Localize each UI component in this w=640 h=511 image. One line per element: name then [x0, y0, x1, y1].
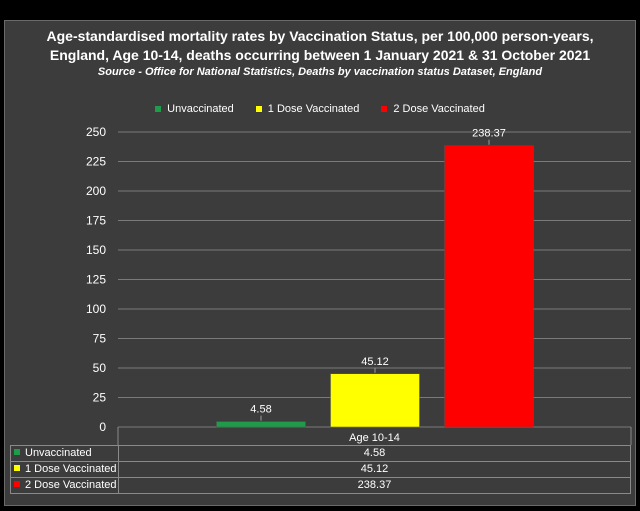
y-tick-label: 225 — [86, 155, 106, 169]
data-label: 45.12 — [361, 356, 389, 368]
bar — [216, 421, 306, 428]
data-table: Unvaccinated 4.58 1 Dose Vaccinated 45.1… — [10, 445, 631, 494]
y-tick-label: 75 — [93, 332, 107, 346]
y-tick-label: 25 — [93, 391, 107, 405]
bar — [444, 145, 534, 428]
legend-item-2-dose: 2 Dose Vaccinated — [381, 103, 485, 115]
legend-swatch — [255, 106, 262, 112]
legend-item-unvaccinated: Unvaccinated — [155, 103, 234, 115]
table-row-label-cell: Unvaccinated — [10, 445, 119, 462]
chart-legend: Unvaccinated 1 Dose Vaccinated 2 Dose Va… — [0, 103, 640, 115]
table-row-label-cell: 2 Dose Vaccinated — [10, 477, 119, 494]
table-swatch — [14, 481, 20, 488]
table-row: 1 Dose Vaccinated 45.12 — [10, 461, 631, 478]
legend-label: 2 Dose Vaccinated — [393, 103, 485, 115]
table-value: 45.12 — [118, 461, 631, 478]
table-row-label: 1 Dose Vaccinated — [25, 463, 117, 475]
y-tick-label: 100 — [86, 302, 106, 316]
y-tick-label: 0 — [99, 420, 106, 434]
chart-title-line-1: Age-standardised mortality rates by Vacc… — [46, 28, 594, 44]
table-value: 238.37 — [118, 477, 631, 494]
table-row: Unvaccinated 4.58 — [10, 445, 631, 462]
data-label: 238.37 — [472, 128, 506, 140]
data-label: 4.58 — [250, 404, 271, 416]
legend-label: Unvaccinated — [167, 103, 234, 115]
table-row-label: 2 Dose Vaccinated — [25, 479, 117, 491]
y-tick-label: 200 — [86, 184, 106, 198]
x-category-label: Age 10-14 — [349, 432, 400, 444]
table-row-label-cell: 1 Dose Vaccinated — [10, 461, 119, 478]
y-tick-label: 250 — [86, 125, 106, 139]
legend-label: 1 Dose Vaccinated — [267, 103, 360, 115]
y-tick-label: 125 — [86, 273, 106, 287]
chart-subtitle: Source - Office for National Statistics,… — [97, 66, 543, 78]
table-row-label: Unvaccinated — [25, 447, 92, 459]
chart-title-line-2: England, Age 10-14, deaths occurring bet… — [49, 47, 591, 63]
table-swatch — [14, 449, 20, 456]
legend-swatch — [381, 106, 388, 112]
legend-swatch — [155, 106, 162, 112]
table-row: 2 Dose Vaccinated 238.37 — [10, 477, 631, 494]
y-tick-label: 50 — [93, 361, 107, 375]
legend-item-1-dose: 1 Dose Vaccinated — [255, 103, 360, 115]
bar — [330, 373, 420, 428]
table-swatch — [14, 465, 20, 472]
y-tick-label: 150 — [86, 243, 106, 257]
table-value: 4.58 — [118, 445, 631, 462]
y-tick-label: 175 — [86, 214, 106, 228]
